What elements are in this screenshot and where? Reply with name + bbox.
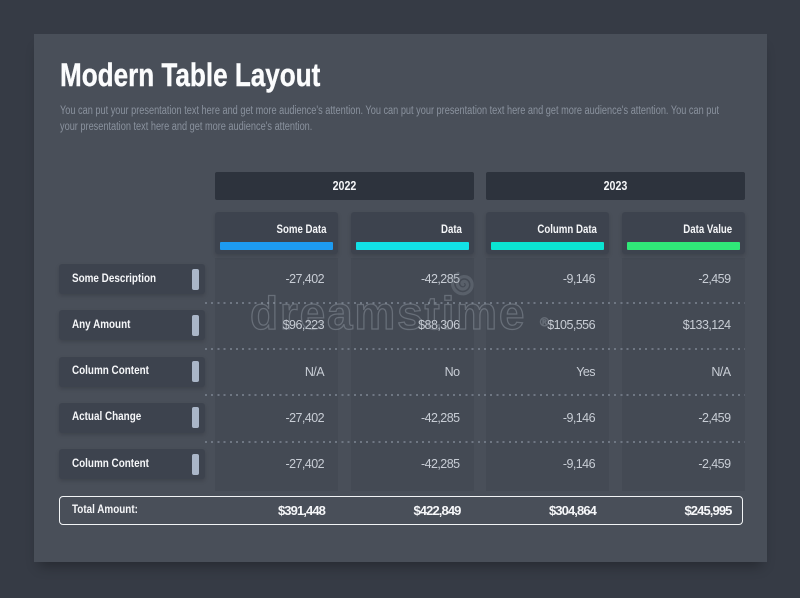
svg-text:®: ® xyxy=(540,315,549,329)
svg-text:dreamstime: dreamstime xyxy=(250,287,526,339)
